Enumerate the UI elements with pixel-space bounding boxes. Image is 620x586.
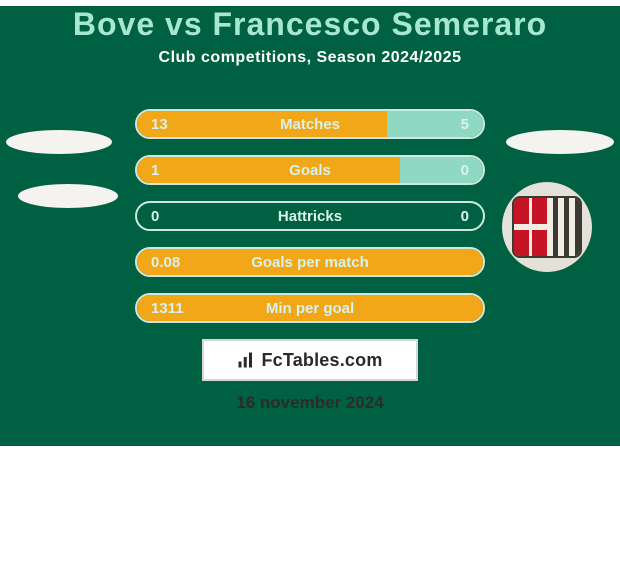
stat-bar-track: 00Hattricks <box>135 201 485 231</box>
stat-label: Goals <box>137 157 483 183</box>
stat-row: 10Goals <box>135 155 485 185</box>
snapshot-date: 16 november 2024 <box>0 393 620 413</box>
watermark-text: FcTables.com <box>261 350 382 371</box>
stat-row: 0.08Goals per match <box>135 247 485 277</box>
stat-bar-track: 0.08Goals per match <box>135 247 485 277</box>
stat-row: 00Hattricks <box>135 201 485 231</box>
stat-bar-track: 10Goals <box>135 155 485 185</box>
stat-label: Min per goal <box>137 295 483 321</box>
stat-label: Hattricks <box>137 203 483 229</box>
page-subtitle: Club competitions, Season 2024/2025 <box>0 49 620 67</box>
stat-label: Matches <box>137 111 483 137</box>
stat-bar-track: 1311Min per goal <box>135 293 485 323</box>
comparison-bars: 135Matches 10Goals 00Hattricks 0.08Goals pe… <box>0 109 620 323</box>
stat-label: Goals per match <box>137 249 483 275</box>
stat-row: 1311Min per goal <box>135 293 485 323</box>
stat-row: 135Matches <box>135 109 485 139</box>
stat-bar-track: 135Matches <box>135 109 485 139</box>
page-title: Bove vs Francesco Semeraro <box>0 6 620 43</box>
bars-icon <box>237 351 255 369</box>
watermark: FcTables.com <box>202 339 418 381</box>
